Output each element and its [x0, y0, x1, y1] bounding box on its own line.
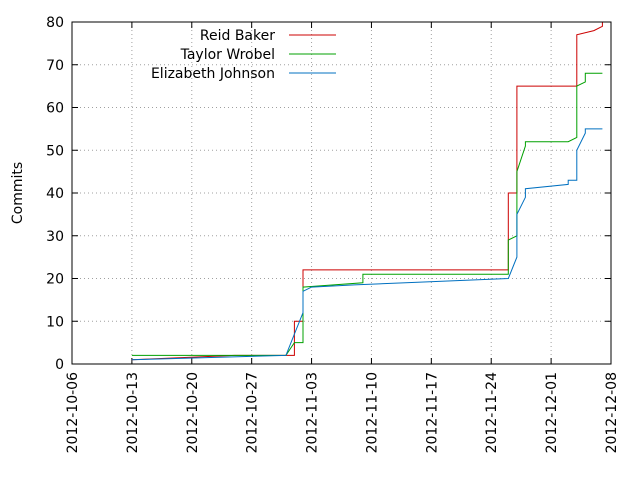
- y-tick-label: 40: [46, 186, 64, 202]
- series-line-reid-baker: [131, 22, 603, 361]
- y-tick-label: 30: [46, 229, 64, 245]
- grid-lines: [72, 22, 611, 364]
- legend-label: Elizabeth Johnson: [151, 66, 275, 82]
- legend: Reid Baker Taylor Wrobel Elizabeth Johnson: [151, 28, 336, 82]
- y-axis-label: Commits: [10, 162, 26, 224]
- x-tick-label: 2012-10-20: [185, 372, 201, 453]
- y-tick-label: 20: [46, 272, 64, 288]
- x-tick-label: 2012-11-10: [364, 372, 380, 453]
- x-tick-label: 2012-11-17: [424, 372, 440, 453]
- y-tick-label: 70: [46, 58, 64, 74]
- plot-area-border: [71, 21, 612, 365]
- x-tick-label: 2012-10-13: [125, 372, 141, 453]
- x-tick-label: 2012-10-27: [245, 372, 261, 453]
- x-axis-ticks: 2012-10-06 2012-10-13 2012-10-20 2012-10-27…: [65, 22, 620, 453]
- series-line-taylor-wrobel: [131, 72, 603, 356]
- x-tick-label: 2012-11-24: [484, 372, 500, 453]
- x-tick-label: 2012-11-03: [305, 372, 321, 453]
- y-tick-label: 50: [46, 143, 64, 159]
- legend-label: Taylor Wrobel: [180, 47, 275, 63]
- y-tick-label: 80: [46, 15, 64, 31]
- x-tick-label: 2012-10-06: [65, 372, 81, 453]
- y-axis-ticks: 0 10 20 30 40 50 60 70 80: [46, 15, 611, 373]
- legend-label: Reid Baker: [200, 28, 275, 44]
- x-tick-label: 2012-12-08: [604, 372, 620, 453]
- y-tick-label: 60: [46, 101, 64, 117]
- x-tick-label: 2012-12-01: [544, 372, 560, 453]
- y-tick-label: 0: [55, 357, 64, 373]
- series-line-elizabeth-johnson: [131, 128, 603, 361]
- y-tick-label: 10: [46, 314, 64, 330]
- series-lines: [131, 22, 603, 361]
